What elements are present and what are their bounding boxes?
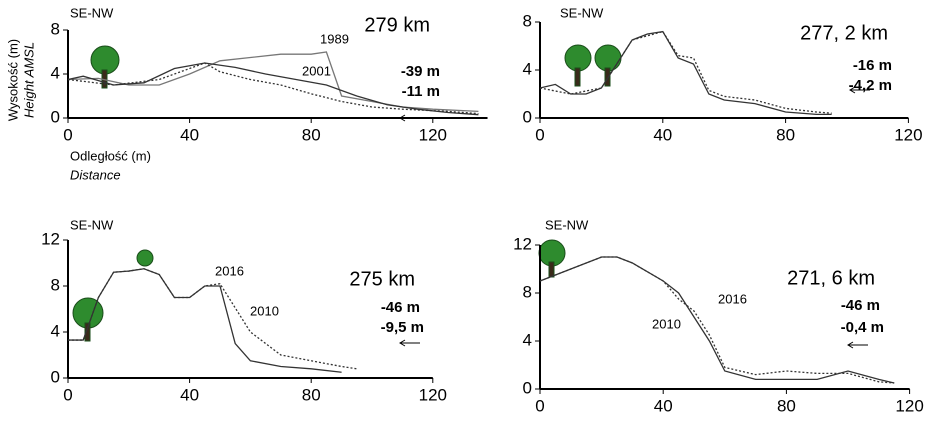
x-tick-label: 40 <box>653 125 672 144</box>
annotation: -9,5 m <box>381 319 424 336</box>
profile-line <box>68 269 342 373</box>
y-tick-label: 4 <box>51 321 60 340</box>
x-axis-label: Odległość (m) <box>70 148 151 163</box>
annotation: -0,4 m <box>841 319 884 336</box>
arrow <box>400 340 420 346</box>
x-tick-label: 80 <box>302 125 321 144</box>
y-tick-label: 0 <box>51 107 60 126</box>
annotation: -46 m <box>381 299 420 316</box>
annotation: -11 m <box>402 83 440 100</box>
series-label: 1989 <box>320 31 349 46</box>
x-tick-label: 120 <box>895 396 923 415</box>
x-tick-label: 120 <box>419 125 447 144</box>
annotation: -16 m <box>853 57 892 74</box>
y-tick-label: 12 <box>513 234 532 253</box>
annotation: 271, 6 km <box>787 267 875 289</box>
y-tick-label: 8 <box>51 19 60 38</box>
profile-line <box>540 32 832 114</box>
y-tick-label: 0 <box>523 107 532 126</box>
series-label: 2016 <box>718 291 747 306</box>
trees <box>73 45 621 341</box>
y-axis-label-en: Height AMSL <box>21 42 36 118</box>
series-label: 2010 <box>652 316 681 331</box>
y-tick-label: 8 <box>523 282 532 301</box>
y-tick-label: 4 <box>523 330 532 349</box>
x-axis-label-en: Distance <box>70 167 121 182</box>
x-tick-label: 0 <box>535 396 544 415</box>
panel-title: SE-NW <box>70 5 114 20</box>
y-tick-label: 8 <box>51 275 60 294</box>
annotation: -4,2 m <box>849 77 892 94</box>
series-label: 2001 <box>302 63 331 78</box>
x-tick-label: 120 <box>419 385 447 404</box>
panel-title: SE-NW <box>560 5 604 20</box>
x-tick-label: 40 <box>180 385 199 404</box>
x-tick-label: 80 <box>302 385 321 404</box>
annotation: 279 km <box>364 14 430 36</box>
x-tick-label: 40 <box>180 125 199 144</box>
x-tick-label: 80 <box>777 396 796 415</box>
y-tick-label: 12 <box>41 229 60 248</box>
y-tick-label: 0 <box>51 367 60 386</box>
profile-line <box>68 269 357 369</box>
x-tick-label: 0 <box>63 125 72 144</box>
y-tick-label: 0 <box>523 378 532 397</box>
annotation: 275 km <box>349 268 415 290</box>
x-tick-label: 120 <box>894 125 922 144</box>
x-tick-label: 80 <box>776 125 795 144</box>
series-label: 2016 <box>215 263 244 278</box>
figure: SE-NW0408012004819892001279 km-39 m-11 m… <box>0 0 951 422</box>
series-label: 2010 <box>250 303 279 318</box>
panel-title: SE-NW <box>70 217 114 232</box>
x-tick-label: 40 <box>654 396 673 415</box>
y-tick-label: 4 <box>523 59 532 78</box>
annotation: -46 m <box>841 297 880 314</box>
y-tick-label: 4 <box>51 63 60 82</box>
x-tick-label: 0 <box>63 385 72 404</box>
arrow <box>848 342 868 348</box>
profile-line <box>68 52 478 111</box>
panel-title: SE-NW <box>545 217 589 232</box>
profile-line <box>540 32 832 115</box>
arrow <box>400 115 420 121</box>
annotation: 277, 2 km <box>800 22 888 44</box>
y-tick-label: 8 <box>523 11 532 30</box>
annotation: -39 m <box>401 63 440 80</box>
y-axis-label: Wysokość (m) <box>5 39 20 121</box>
x-tick-label: 0 <box>535 125 544 144</box>
